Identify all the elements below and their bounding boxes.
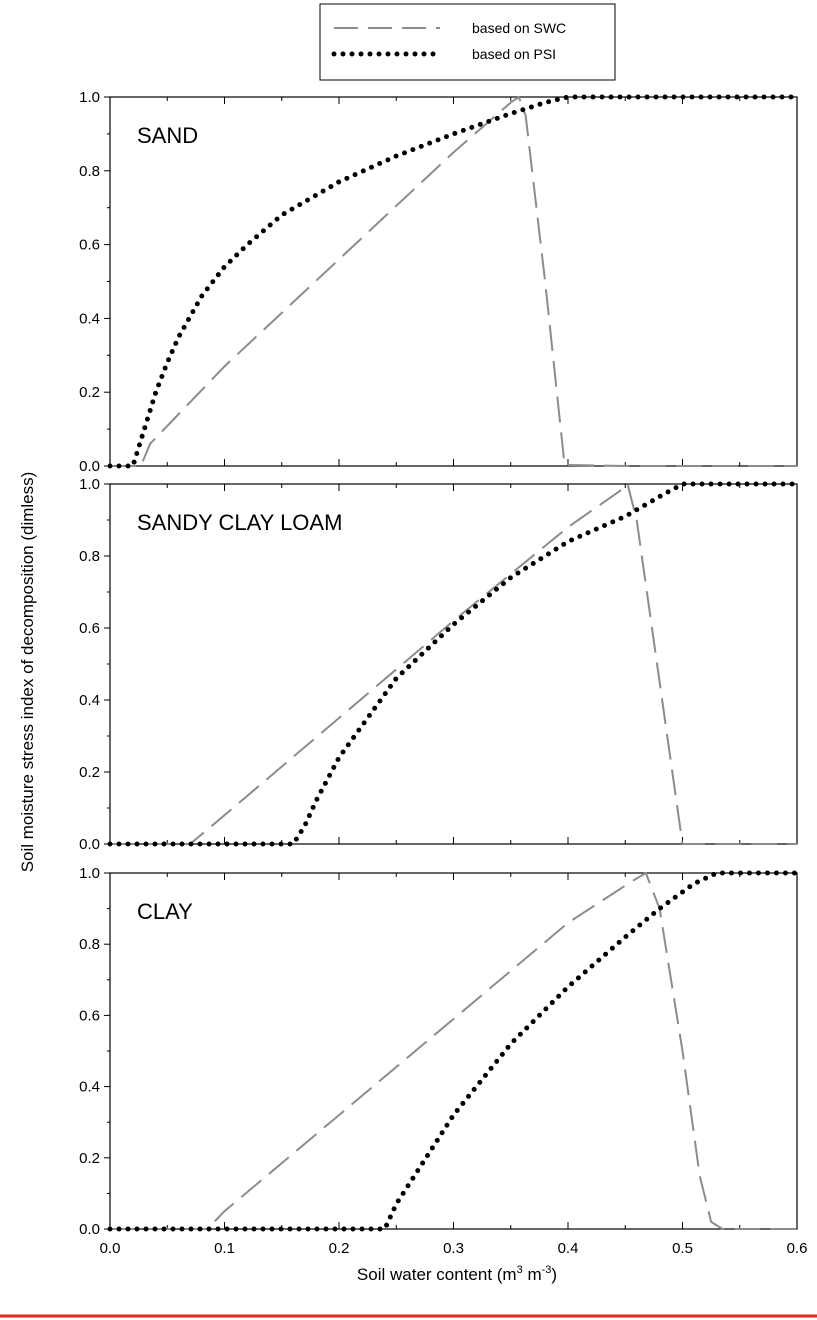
y-tick-label: 1.0	[79, 89, 100, 106]
legend-label-swc: based on SWC	[472, 20, 566, 36]
series-psi-line	[107, 94, 800, 469]
y-tick-label: 0.6	[79, 237, 100, 254]
x-axis-title-base: Soil water content (m	[357, 1265, 517, 1284]
x-tick-label: 0.2	[329, 1240, 350, 1257]
y-tick-label: 0.2	[79, 764, 100, 781]
panel-frame	[109, 872, 798, 1230]
x-axis-title: Soil water content (m3 m-3)	[357, 1264, 557, 1284]
x-tick-label: 0.4	[558, 1240, 579, 1257]
panel-1: 0.0 0.2 0.4 0.6 0.8 1.0 SANDY CLAY LOAM	[79, 476, 800, 853]
series-swc-line	[110, 482, 797, 845]
legend-label-psi: based on PSI	[472, 46, 556, 62]
x-tick-label: 0.3	[443, 1240, 464, 1257]
panel-label: CLAY	[137, 899, 193, 924]
panel-2: 0.0 0.2 0.4 0.6 0.8 1.0 CLAY	[79, 865, 800, 1238]
y-tick-label: 0.2	[79, 1150, 100, 1167]
x-tick-labels: 0.0 0.1 0.2 0.3 0.4 0.5 0.6	[100, 1240, 808, 1257]
y-tick-label: 0.8	[79, 936, 100, 953]
x-axis-title-sup2: -3	[542, 1264, 552, 1276]
y-tick-label: 0.8	[79, 548, 100, 565]
y-axis-title: Soil moisture stress index of decomposit…	[18, 472, 37, 873]
series-psi-line	[107, 481, 800, 847]
legend-box	[319, 3, 616, 81]
y-tick-label: 0.8	[79, 163, 100, 180]
x-axis-title-sup1: 3	[517, 1264, 523, 1276]
y-tick-label: 0.4	[79, 1079, 100, 1096]
x-tick-label: 0.6	[787, 1240, 808, 1257]
x-tick-label: 0.1	[214, 1240, 235, 1257]
x-axis-title-end: )	[551, 1265, 557, 1284]
panel-frame	[109, 483, 798, 845]
series-swc-line	[110, 95, 797, 467]
series-psi-line	[107, 870, 800, 1232]
y-tick-label: 0.2	[79, 384, 100, 401]
y-tick-label: 0.4	[79, 692, 100, 709]
x-tick-label: 0.0	[100, 1240, 121, 1257]
series-swc-line	[110, 871, 797, 1230]
x-tick-label: 0.5	[672, 1240, 693, 1257]
y-tick-label: 0.6	[79, 620, 100, 637]
panels: 0.0 0.2 0.4 0.6 0.8 1.0 SAND 0.0 0.2 0.4 0.6 0.8 1.0…	[79, 89, 800, 1238]
y-tick-label: 0.6	[79, 1007, 100, 1024]
y-tick-label: 0.0	[79, 836, 100, 853]
y-tick-label: 1.0	[79, 865, 100, 882]
y-tick-label: 0.4	[79, 310, 100, 327]
x-axis-title-mid: m	[523, 1265, 542, 1284]
y-tick-label: 1.0	[79, 476, 100, 493]
legend: based on SWC based on PSI	[319, 3, 616, 81]
panel-0: 0.0 0.2 0.4 0.6 0.8 1.0 SAND	[79, 89, 800, 475]
y-tick-label: 0.0	[79, 1221, 100, 1238]
panel-label: SAND	[137, 123, 198, 148]
panel-label: SANDY CLAY LOAM	[137, 510, 342, 535]
y-tick-label: 0.0	[79, 458, 100, 475]
